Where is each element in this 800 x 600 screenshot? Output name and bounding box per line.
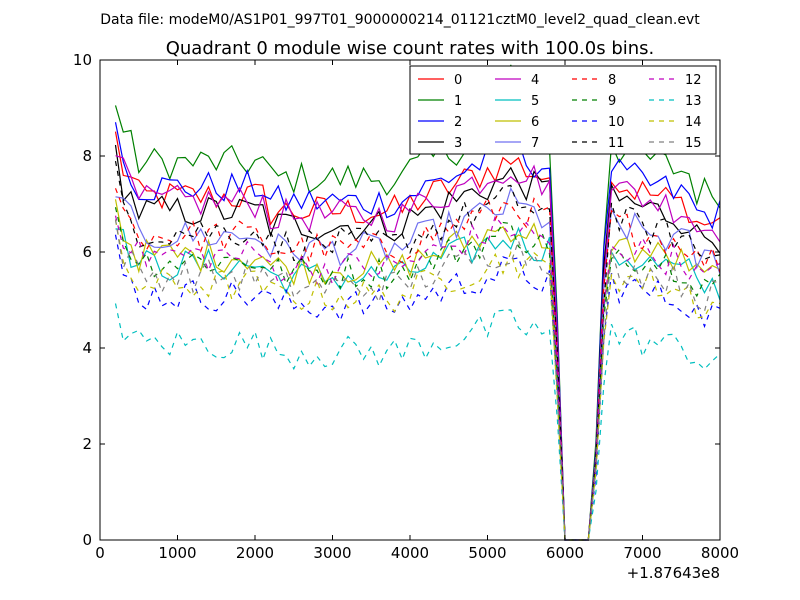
legend-label-3: 3 [454,136,462,151]
legend-label-1: 1 [454,94,462,109]
legend-label-2: 2 [454,115,462,130]
series-line-6 [114,199,721,541]
y-tick-label: 4 [82,339,92,357]
legend-label-15: 15 [685,136,702,151]
legend-label-7: 7 [531,136,539,151]
series-line-2 [114,122,721,541]
series-line-3 [114,144,721,541]
x-tick-label: 7000 [623,544,661,562]
series-line-11 [114,160,721,541]
x-tick-label: 8000 [701,544,739,562]
x-tick-label: 6000 [546,544,584,562]
legend-label-6: 6 [531,115,539,130]
legend-label-4: 4 [531,73,539,88]
y-tick-label: 0 [82,531,92,549]
series-line-10 [114,234,721,541]
y-tick-label: 10 [73,51,92,69]
legend-box [409,65,717,155]
legend-label-5: 5 [531,94,539,109]
series-line-5 [115,226,721,541]
series-line-14 [114,219,721,541]
plot-lines [114,64,721,541]
x-tick-label: 2000 [236,544,274,562]
series-line-15 [114,219,721,541]
y-tick-label: 8 [82,147,92,165]
series-line-12 [114,214,721,541]
y-tick-label: 2 [82,435,92,453]
legend-label-0: 0 [454,73,462,88]
series-line-1 [114,64,721,541]
legend-label-11: 11 [608,136,625,151]
y-tick-label: 6 [82,243,92,261]
x-tick-label: 0 [95,544,105,562]
legend-label-12: 12 [685,73,702,88]
legend-label-14: 14 [685,115,702,130]
x-tick-label: 4000 [391,544,429,562]
series-line-8 [114,188,721,541]
x-tick-label: 5000 [468,544,506,562]
series-line-13 [114,303,721,541]
data-file-suptitle: Data file: modeM0/AS1P01_997T01_90000002… [100,12,700,28]
x-tick-label: 3000 [313,544,351,562]
series-line-7 [115,186,721,541]
chart-title: Quadrant 0 module wise count rates with … [166,38,655,59]
legend-label-9: 9 [608,94,616,109]
x-offset-label: +1.87643e8 [627,564,720,582]
series-line-4 [115,155,721,541]
legend-label-10: 10 [608,115,625,130]
legend-label-8: 8 [608,73,616,88]
x-tick-label: 1000 [158,544,196,562]
legend-label-13: 13 [685,94,702,109]
